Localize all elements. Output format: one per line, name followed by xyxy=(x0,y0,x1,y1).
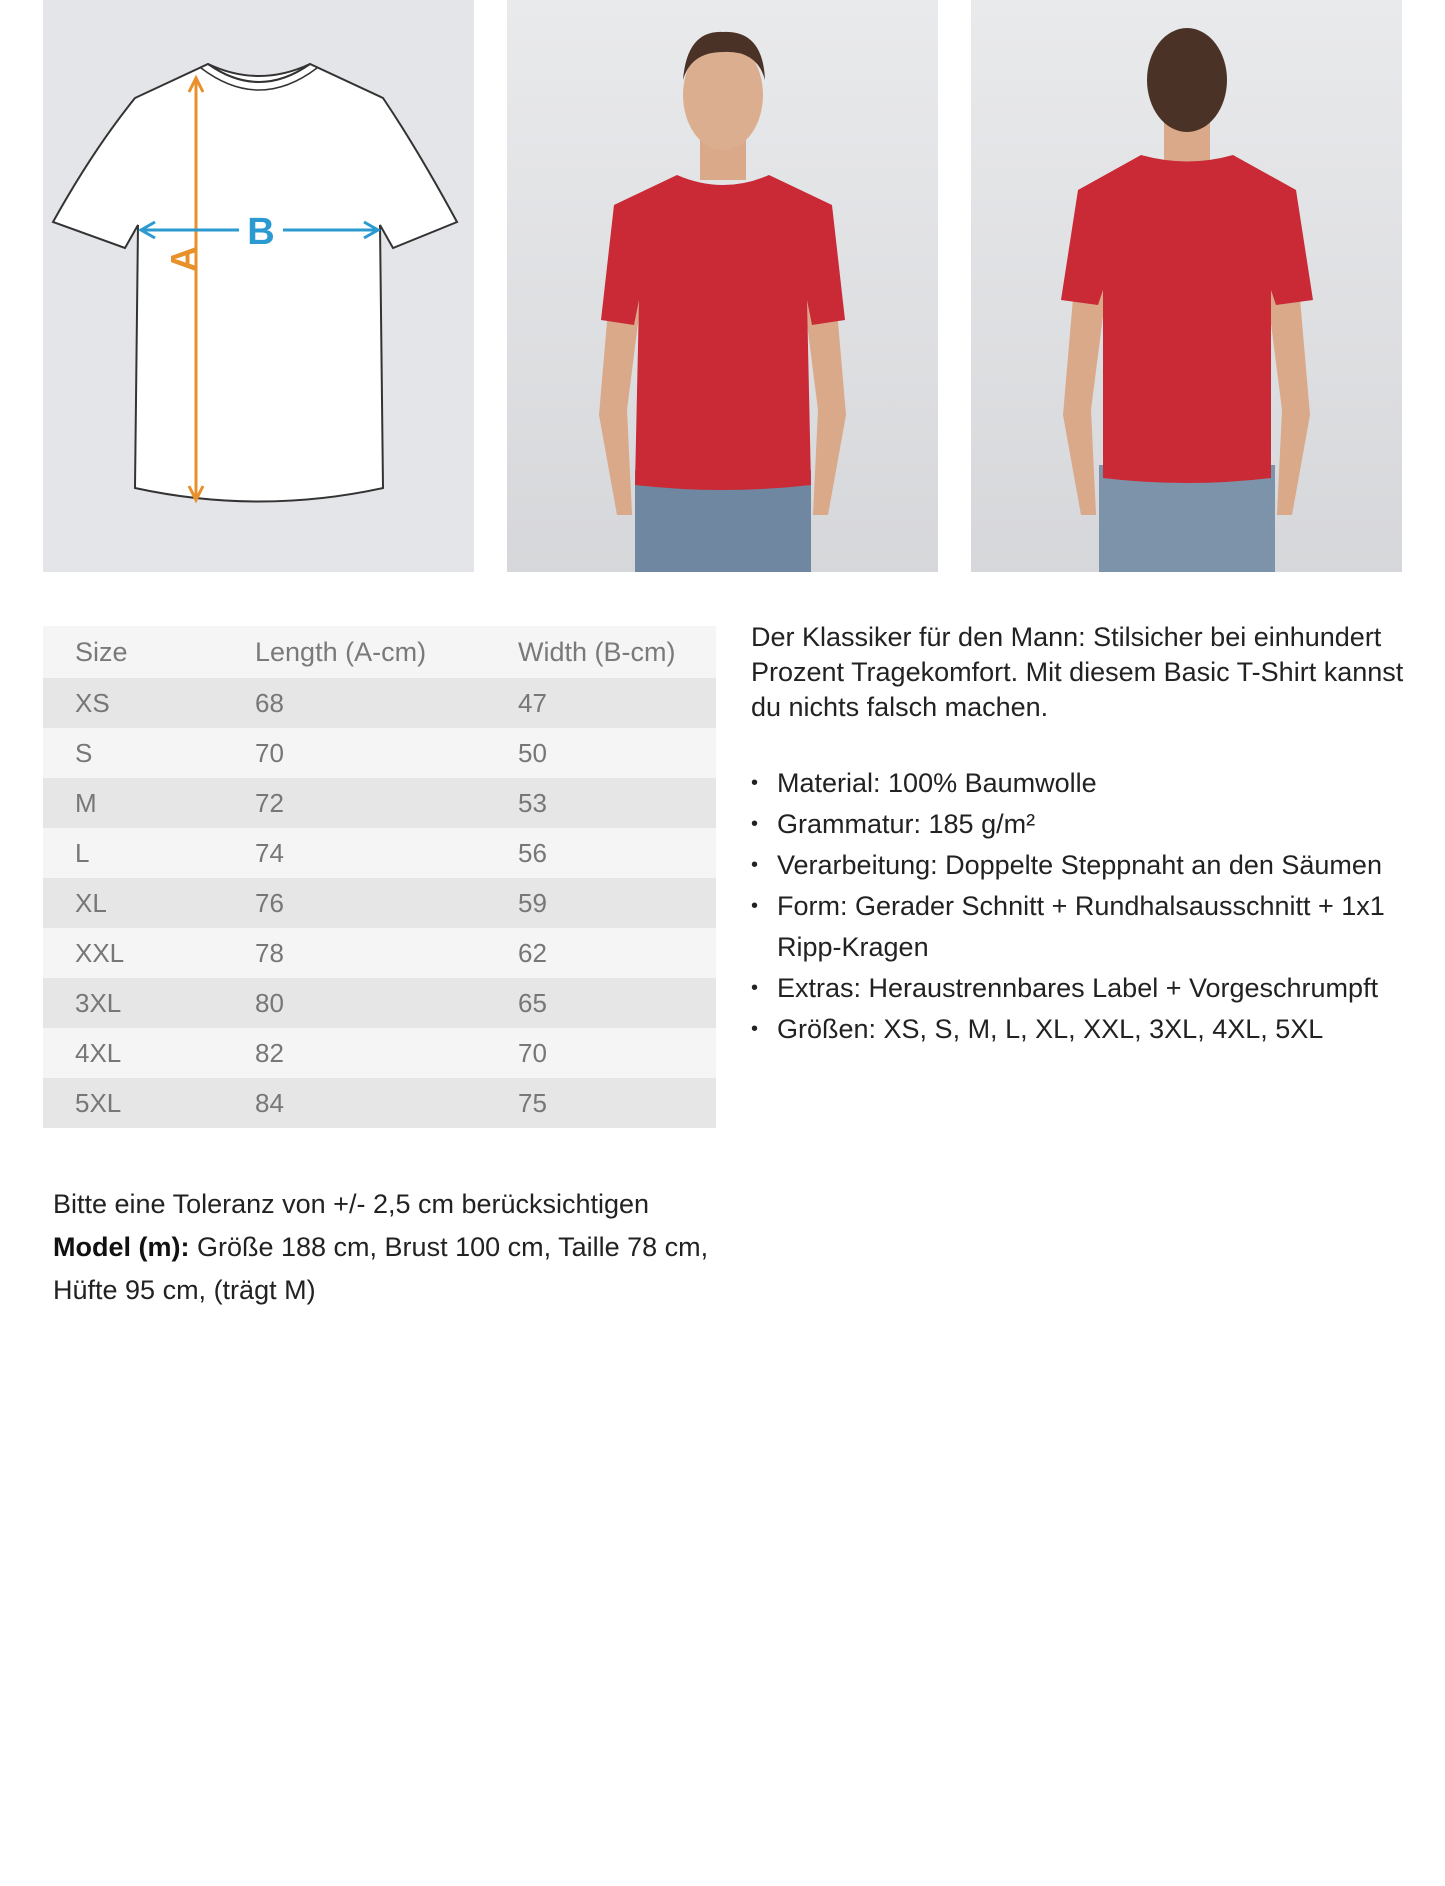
table-row: 5XL 84 75 xyxy=(43,1078,716,1128)
model-label: Model (m): xyxy=(53,1232,190,1262)
table-row: XXL 78 62 xyxy=(43,928,716,978)
size-cell: XXL xyxy=(43,928,255,978)
length-cell: 70 xyxy=(255,728,518,778)
table-row: L 74 56 xyxy=(43,828,716,878)
size-cell: 3XL xyxy=(43,978,255,1028)
width-cell: 62 xyxy=(518,928,716,978)
table-row: M 72 53 xyxy=(43,778,716,828)
length-cell: 76 xyxy=(255,878,518,928)
length-cell: 72 xyxy=(255,778,518,828)
size-cell: M xyxy=(43,778,255,828)
product-description: Der Klassiker für den Mann: Stilsicher b… xyxy=(751,620,1431,1050)
size-cell: 4XL xyxy=(43,1028,255,1078)
size-cell: 5XL xyxy=(43,1078,255,1128)
feature-item: Größen: XS, S, M, L, XL, XXL, 3XL, 4XL, … xyxy=(751,1009,1431,1050)
length-cell: 84 xyxy=(255,1078,518,1128)
width-cell: 70 xyxy=(518,1028,716,1078)
model-info: Model (m): Größe 188 cm, Brust 100 cm, T… xyxy=(53,1226,743,1312)
size-diagram-image: A B xyxy=(43,0,474,572)
size-cell: XL xyxy=(43,878,255,928)
feature-item: Verarbeitung: Doppelte Steppnaht an den … xyxy=(751,845,1431,886)
length-cell: 68 xyxy=(255,678,518,728)
width-cell: 59 xyxy=(518,878,716,928)
feature-list: Material: 100% BaumwolleGrammatur: 185 g… xyxy=(751,763,1431,1050)
label-b: B xyxy=(247,211,274,253)
front-model-photo xyxy=(507,0,938,572)
table-row: 3XL 80 65 xyxy=(43,978,716,1028)
width-cell: 75 xyxy=(518,1078,716,1128)
feature-item: Grammatur: 185 g/m² xyxy=(751,804,1431,845)
feature-item: Material: 100% Baumwolle xyxy=(751,763,1431,804)
size-note: Bitte eine Toleranz von +/- 2,5 cm berüc… xyxy=(53,1183,743,1312)
table-row: XL 76 59 xyxy=(43,878,716,928)
length-cell: 78 xyxy=(255,928,518,978)
description-intro: Der Klassiker für den Mann: Stilsicher b… xyxy=(751,622,1404,722)
back-model-photo xyxy=(971,0,1402,572)
tolerance-text: Bitte eine Toleranz von +/- 2,5 cm berüc… xyxy=(53,1189,650,1219)
width-cell: 50 xyxy=(518,728,716,778)
red-tshirt-front xyxy=(601,175,845,490)
header-size: Size xyxy=(43,626,255,678)
width-cell: 56 xyxy=(518,828,716,878)
table-header-row: Size Length (A-cm) Width (B-cm) xyxy=(43,626,716,678)
label-a: A xyxy=(163,246,204,272)
header-length: Length (A-cm) xyxy=(255,626,518,678)
width-cell: 47 xyxy=(518,678,716,728)
tshirt-diagram-icon: A B xyxy=(51,62,459,504)
size-cell: L xyxy=(43,828,255,878)
table-row: S 70 50 xyxy=(43,728,716,778)
width-cell: 65 xyxy=(518,978,716,1028)
red-tshirt-back xyxy=(1061,155,1313,483)
size-table: Size Length (A-cm) Width (B-cm) XS 68 47 S 7… xyxy=(43,626,716,1128)
size-cell: XS xyxy=(43,678,255,728)
size-cell: S xyxy=(43,728,255,778)
table-row: 4XL 82 70 xyxy=(43,1028,716,1078)
feature-item: Form: Gerader Schnitt + Rundhalsausschni… xyxy=(751,886,1431,968)
table-row: XS 68 47 xyxy=(43,678,716,728)
length-cell: 74 xyxy=(255,828,518,878)
length-cell: 82 xyxy=(255,1028,518,1078)
length-cell: 80 xyxy=(255,978,518,1028)
width-cell: 53 xyxy=(518,778,716,828)
model-text: Größe 188 cm, Brust 100 cm, Taille 78 cm… xyxy=(53,1232,709,1305)
header-width: Width (B-cm) xyxy=(518,626,716,678)
feature-item: Extras: Heraustrennbares Label + Vorge­s… xyxy=(751,968,1431,1009)
